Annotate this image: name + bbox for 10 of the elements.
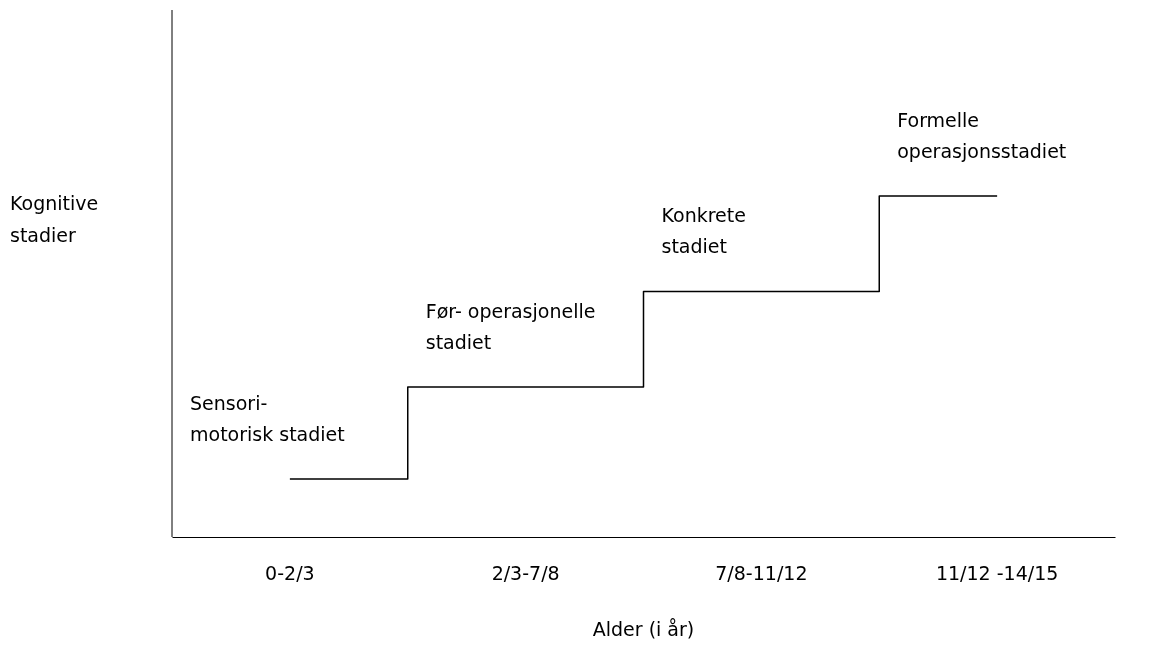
y-axis-title: Kognitive stadier <box>10 192 99 246</box>
annotation: Konkrete stadiet <box>661 204 746 258</box>
x-axis-title: Alder (i år) <box>592 618 695 640</box>
x-tick-label: 2/3-7/8 <box>491 562 560 585</box>
x-tick-label: 11/12 -14/15 <box>935 562 1059 585</box>
annotation: Før- operasjonelle stadiet <box>425 299 596 353</box>
annotation: Sensori- motorisk stadiet <box>190 392 345 446</box>
text: Formelle operasjonsstadiet <box>897 109 1067 162</box>
x-tick-label: 7/8-11/12 <box>715 562 808 585</box>
x-tick-label: 0-2/3 <box>265 562 315 585</box>
